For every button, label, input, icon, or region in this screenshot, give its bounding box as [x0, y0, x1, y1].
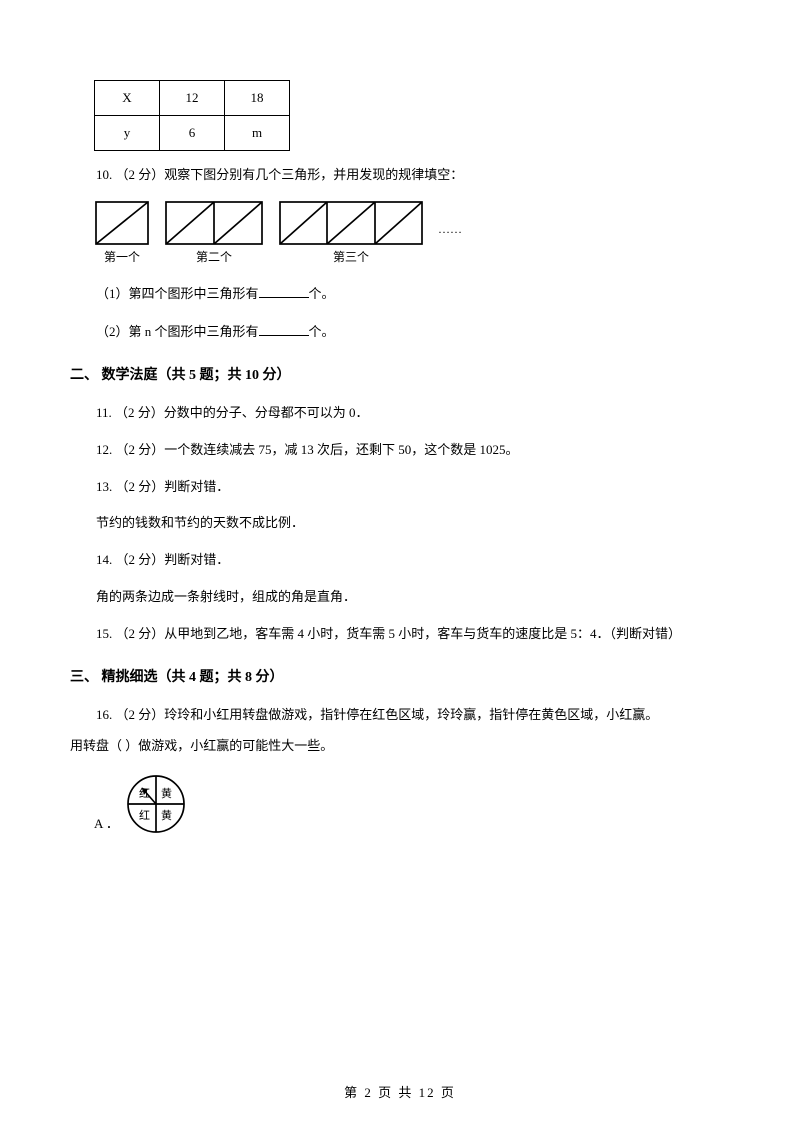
- cell: X: [95, 81, 160, 116]
- spinner-icon: 红 黄 红 黄: [125, 773, 187, 835]
- cell: y: [95, 116, 160, 151]
- spinner-br: 黄: [161, 808, 172, 822]
- triangle-fig-1-icon: [94, 200, 150, 246]
- blank: [259, 283, 309, 298]
- triangle-fig-3-icon: [278, 200, 424, 246]
- q13: 13. （2 分）判断对错．: [70, 477, 730, 498]
- q10-sub1-suffix: 个。: [309, 286, 335, 301]
- page-total: 12: [419, 1085, 436, 1100]
- fig-1: 第一个: [94, 200, 150, 267]
- cell: 18: [225, 81, 290, 116]
- spinner-bl: 红: [139, 809, 150, 822]
- q10-sub2: （2）第 n 个图形中三角形有 个。: [70, 321, 730, 343]
- q16-line1: 16. （2 分）玲玲和小红用转盘做游戏，指针停在红色区域，玲玲赢，指针停在黄色…: [70, 705, 730, 726]
- fig-2: 第二个: [164, 200, 264, 267]
- q10-sub2-suffix: 个。: [309, 324, 335, 339]
- spinner-tl: 红: [139, 787, 150, 800]
- option-a-label: A ．: [94, 814, 119, 835]
- footer-a: 第: [344, 1085, 364, 1100]
- fig-1-label: 第一个: [94, 248, 150, 267]
- q10-sub1: （1）第四个图形中三角形有 个。: [70, 283, 730, 305]
- q10-sub1-prefix: （1）第四个图形中三角形有: [96, 286, 259, 301]
- page-current: 2: [364, 1085, 373, 1100]
- q11: 11. （2 分）分数中的分子、分母都不可以为 0．: [70, 403, 730, 424]
- section-3-heading: 三、 精挑细选（共 4 题；共 8 分）: [70, 667, 730, 689]
- page-footer: 第 2 页 共 12 页: [0, 1083, 800, 1104]
- fig-2-label: 第二个: [164, 248, 264, 267]
- q16-line2: 用转盘（ ）做游戏，小红赢的可能性大一些。: [70, 736, 730, 757]
- fig-ellipsis: ……: [438, 220, 462, 239]
- page-root: X 12 18 y 6 m 10. （2 分）观察下图分别有几个三角形，并用发现…: [0, 0, 800, 1132]
- q12: 12. （2 分）一个数连续减去 75，减 13 次后，还剩下 50，这个数是 …: [70, 440, 730, 461]
- triangle-fig-2-icon: [164, 200, 264, 246]
- q16-option-a: A ． 红 黄 红 黄: [94, 773, 730, 835]
- q10-stem: 10. （2 分）观察下图分别有几个三角形，并用发现的规律填空：: [70, 165, 730, 186]
- q10-figures: 第一个 第二个 第三个 ……: [94, 200, 730, 267]
- q14-body: 角的两条边成一条射线时，组成的角是直角．: [70, 587, 730, 608]
- footer-b: 页 共: [373, 1085, 419, 1100]
- q10-sub2-prefix: （2）第 n 个图形中三角形有: [96, 324, 259, 339]
- q15: 15. （2 分）从甲地到乙地，客车需 4 小时，货车需 5 小时，客车与货车的…: [70, 624, 730, 645]
- section-2-heading: 二、 数学法庭（共 5 题；共 10 分）: [70, 365, 730, 387]
- q14: 14. （2 分）判断对错．: [70, 550, 730, 571]
- footer-c: 页: [436, 1085, 456, 1100]
- q15-text: 15. （2 分）从甲地到乙地，客车需 4 小时，货车需 5 小时，客车与货车的…: [70, 624, 681, 645]
- blank: [259, 321, 309, 336]
- cell: 6: [160, 116, 225, 151]
- xy-table: X 12 18 y 6 m: [94, 80, 290, 151]
- cell: 12: [160, 81, 225, 116]
- spinner-tr: 黄: [161, 786, 172, 800]
- fig-3-label: 第三个: [278, 248, 424, 267]
- fig-3: 第三个: [278, 200, 424, 267]
- cell: m: [225, 116, 290, 151]
- q13-body: 节约的钱数和节约的天数不成比例．: [70, 513, 730, 534]
